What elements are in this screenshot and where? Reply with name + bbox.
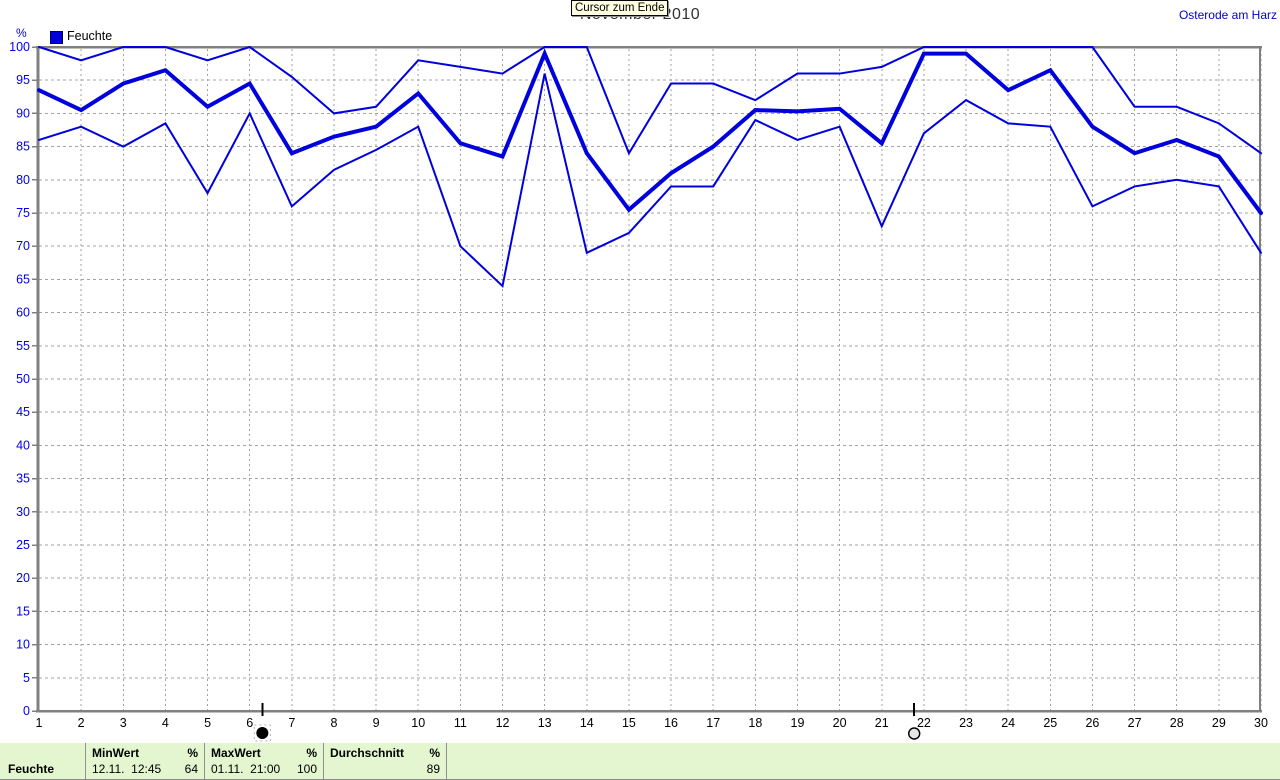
svg-text:100: 100 bbox=[9, 40, 30, 54]
table-separator bbox=[204, 743, 205, 779]
svg-text:20: 20 bbox=[833, 716, 847, 730]
x-axis-labels: 1 2 3 4 5 6 7 8 9 10 11 12 13 14 15 16 17 18 19 20 21 22 23 24 2… bbox=[36, 716, 1268, 730]
svg-text:75: 75 bbox=[16, 206, 30, 220]
svg-text:85: 85 bbox=[16, 140, 30, 154]
maxwert-unit: % bbox=[306, 746, 317, 760]
y-gridlines bbox=[39, 79, 1260, 679]
table-separator bbox=[323, 743, 324, 779]
table-separator bbox=[85, 743, 86, 779]
maxwert-datetime: 01.11. 21:00 bbox=[211, 762, 281, 776]
minwert-value: 64 bbox=[184, 762, 198, 776]
svg-text:55: 55 bbox=[16, 339, 30, 353]
chart-svg: 0510152025303540455055606570758085909510… bbox=[9, 40, 1268, 742]
svg-text:24: 24 bbox=[1001, 716, 1015, 730]
svg-text:0: 0 bbox=[23, 704, 30, 718]
svg-text:13: 13 bbox=[538, 716, 552, 730]
svg-text:7: 7 bbox=[288, 716, 295, 730]
svg-text:11: 11 bbox=[454, 716, 467, 730]
svg-text:20: 20 bbox=[16, 571, 30, 585]
svg-text:4: 4 bbox=[162, 716, 169, 730]
row-label-feuchte: Feuchte bbox=[8, 762, 55, 776]
svg-text:15: 15 bbox=[16, 604, 30, 618]
svg-text:80: 80 bbox=[16, 173, 30, 187]
cursor-marker-filled[interactable] bbox=[256, 727, 269, 739]
stats-table: MinWert % MaxWert % Durchschnitt % Feuch… bbox=[0, 743, 1280, 780]
svg-text:70: 70 bbox=[16, 239, 30, 253]
series-line-max bbox=[38, 45, 1262, 156]
svg-text:6: 6 bbox=[246, 716, 253, 730]
svg-text:5: 5 bbox=[23, 671, 30, 685]
series-line-min bbox=[38, 73, 1262, 289]
svg-text:25: 25 bbox=[1043, 716, 1057, 730]
svg-text:30: 30 bbox=[1254, 716, 1268, 730]
svg-text:50: 50 bbox=[16, 372, 30, 386]
svg-text:45: 45 bbox=[16, 405, 30, 419]
svg-text:21: 21 bbox=[875, 716, 889, 730]
svg-text:35: 35 bbox=[16, 472, 30, 486]
svg-text:14: 14 bbox=[580, 716, 594, 730]
maxwert-value: 100 bbox=[296, 762, 317, 776]
cursor-tooltip: Cursor zum Ende bbox=[571, 0, 669, 16]
svg-text:18: 18 bbox=[748, 716, 762, 730]
legend-color-swatch bbox=[50, 31, 63, 44]
svg-text:17: 17 bbox=[706, 716, 720, 730]
svg-text:15: 15 bbox=[622, 716, 636, 730]
svg-text:1: 1 bbox=[36, 716, 43, 730]
svg-text:10: 10 bbox=[16, 638, 30, 652]
durchschnitt-unit: % bbox=[429, 746, 440, 760]
table-separator bbox=[446, 743, 447, 779]
series-line-durchschnitt bbox=[37, 48, 1263, 215]
y-axis-unit-label: % bbox=[16, 26, 27, 40]
svg-text:10: 10 bbox=[411, 716, 425, 730]
svg-text:9: 9 bbox=[373, 716, 380, 730]
svg-text:23: 23 bbox=[959, 716, 973, 730]
svg-text:60: 60 bbox=[16, 306, 30, 320]
svg-text:27: 27 bbox=[1128, 716, 1142, 730]
svg-text:5: 5 bbox=[204, 716, 211, 730]
durchschnitt-header: Durchschnitt bbox=[330, 746, 405, 760]
durchschnitt-value: 89 bbox=[426, 762, 440, 776]
svg-text:8: 8 bbox=[330, 716, 337, 730]
svg-text:90: 90 bbox=[16, 106, 30, 120]
svg-text:3: 3 bbox=[120, 716, 127, 730]
svg-text:40: 40 bbox=[16, 438, 30, 452]
svg-text:29: 29 bbox=[1212, 716, 1226, 730]
y-axis-ticks bbox=[32, 46, 37, 712]
minwert-datetime: 12.11. 12:45 bbox=[92, 762, 162, 776]
legend-label: Feuchte bbox=[67, 29, 113, 43]
svg-text:19: 19 bbox=[791, 716, 805, 730]
svg-text:2: 2 bbox=[78, 716, 85, 730]
svg-text:16: 16 bbox=[664, 716, 678, 730]
svg-text:28: 28 bbox=[1170, 716, 1184, 730]
maxwert-header: MaxWert bbox=[211, 746, 261, 760]
y-axis-labels: 0 5 10 15 20 25 30 35 40 45 50 55 60 65 70 75 80 85 90 95 10… bbox=[9, 40, 30, 718]
station-name: Osterode am Harz bbox=[1178, 8, 1277, 22]
svg-text:12: 12 bbox=[496, 716, 510, 730]
svg-text:22: 22 bbox=[917, 716, 931, 730]
svg-text:25: 25 bbox=[16, 538, 30, 552]
svg-text:95: 95 bbox=[16, 73, 30, 87]
minwert-header: MinWert bbox=[92, 746, 140, 760]
svg-text:30: 30 bbox=[16, 505, 30, 519]
svg-text:65: 65 bbox=[16, 272, 30, 286]
minwert-unit: % bbox=[187, 746, 198, 760]
cursor-selection-box bbox=[253, 724, 271, 742]
cursor-marker-open[interactable] bbox=[908, 727, 921, 740]
svg-text:26: 26 bbox=[1085, 716, 1099, 730]
